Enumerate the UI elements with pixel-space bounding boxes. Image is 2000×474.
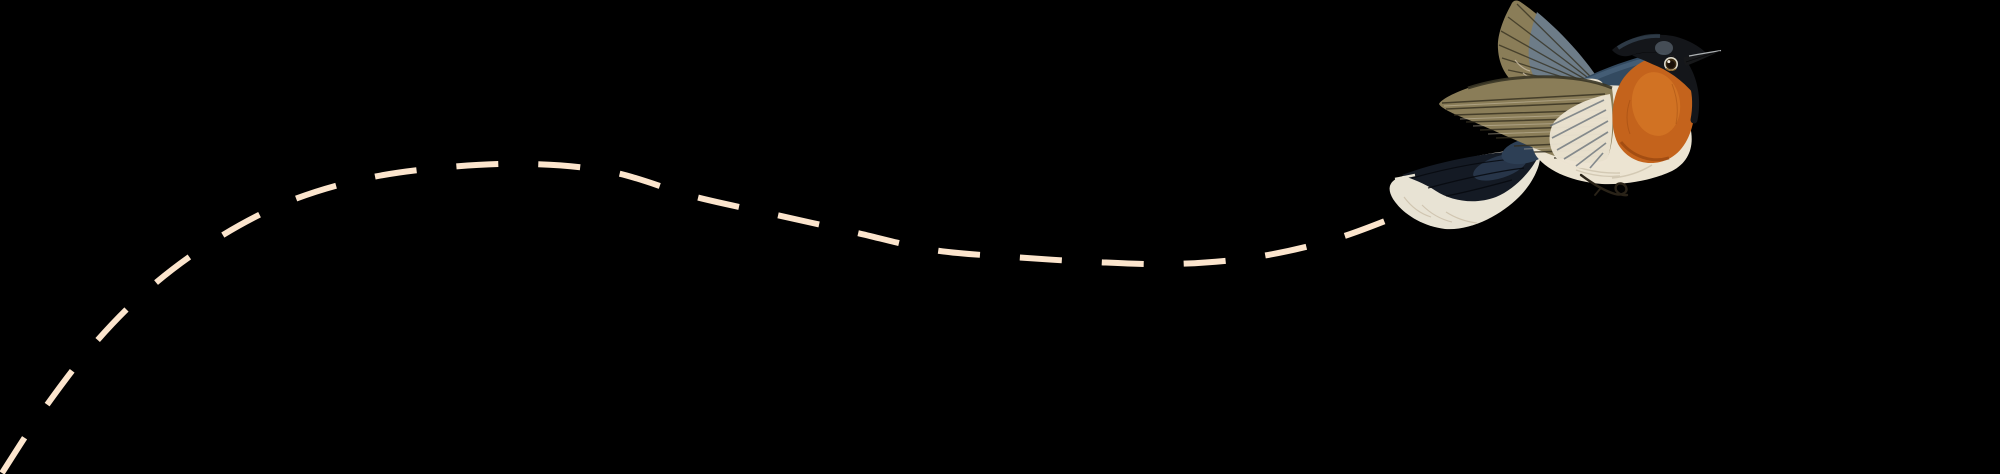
beak-ridge-highlight <box>1688 49 1722 57</box>
bird-eye <box>1664 57 1678 71</box>
flank-striations <box>1549 99 1609 169</box>
bird-foot <box>1579 173 1629 197</box>
flight-path-line <box>0 160 1410 474</box>
foot-toe <box>1594 188 1601 196</box>
lower-wing-pale-lines <box>1443 97 1609 150</box>
bird-throat-patch <box>1612 55 1695 164</box>
breast-lower-shade <box>1619 141 1670 162</box>
bird-beak <box>1683 49 1722 66</box>
crown-sheen-streak <box>1616 33 1661 50</box>
beak-shape <box>1683 50 1722 66</box>
eye-highlight <box>1667 60 1671 64</box>
tail-scallop-separators <box>1403 196 1478 224</box>
eye-amber-crescent <box>1665 67 1677 71</box>
beak-gape-line <box>1685 50 1721 63</box>
head-face-mask <box>1632 52 1694 94</box>
crown-sheen <box>1655 41 1673 55</box>
tail-tip-highlight <box>1394 173 1416 181</box>
bird-lower-wing <box>1439 75 1614 169</box>
bird-head <box>1612 33 1708 94</box>
breast-highlight <box>1631 72 1681 136</box>
bird-tail <box>1389 148 1541 230</box>
breast-texture <box>1626 83 1678 135</box>
lower-wing-leading-edge <box>1467 75 1613 90</box>
bird-illustration <box>1389 0 1722 230</box>
foot-claw-curl <box>1579 173 1629 197</box>
